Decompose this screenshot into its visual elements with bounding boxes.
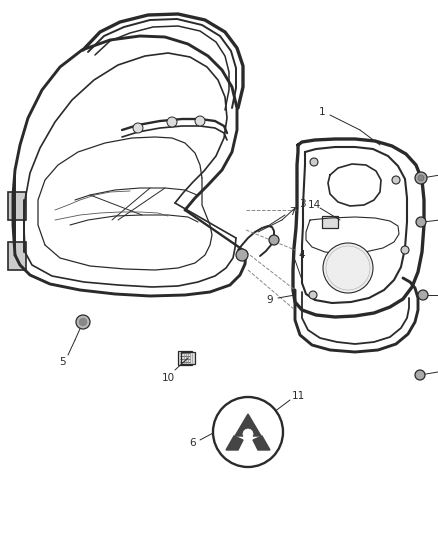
Text: 9: 9	[267, 295, 273, 305]
FancyBboxPatch shape	[181, 352, 195, 364]
Circle shape	[213, 397, 283, 467]
Circle shape	[415, 172, 427, 184]
Circle shape	[418, 290, 428, 300]
Circle shape	[243, 429, 253, 439]
Text: 1: 1	[319, 107, 325, 117]
Text: 7: 7	[289, 207, 295, 217]
Text: 5: 5	[59, 357, 65, 367]
Text: 11: 11	[291, 391, 304, 401]
Polygon shape	[226, 436, 243, 450]
Circle shape	[195, 116, 205, 126]
Text: 3: 3	[299, 199, 305, 209]
FancyBboxPatch shape	[8, 242, 26, 270]
Circle shape	[167, 117, 177, 127]
Circle shape	[415, 370, 425, 380]
FancyBboxPatch shape	[8, 192, 26, 220]
Circle shape	[416, 217, 426, 227]
Circle shape	[392, 176, 400, 184]
Circle shape	[418, 175, 424, 181]
Circle shape	[236, 249, 248, 261]
Circle shape	[323, 243, 373, 293]
FancyBboxPatch shape	[322, 216, 338, 228]
Circle shape	[269, 235, 279, 245]
Polygon shape	[253, 436, 270, 450]
Circle shape	[309, 291, 317, 299]
Circle shape	[310, 158, 318, 166]
Circle shape	[133, 123, 143, 133]
Circle shape	[76, 315, 90, 329]
Polygon shape	[235, 414, 261, 436]
Circle shape	[79, 318, 87, 326]
Text: 14: 14	[307, 200, 321, 210]
Text: 4: 4	[299, 250, 305, 260]
FancyBboxPatch shape	[178, 351, 192, 365]
Text: 6: 6	[190, 438, 196, 448]
Text: 10: 10	[162, 373, 175, 383]
Circle shape	[401, 246, 409, 254]
